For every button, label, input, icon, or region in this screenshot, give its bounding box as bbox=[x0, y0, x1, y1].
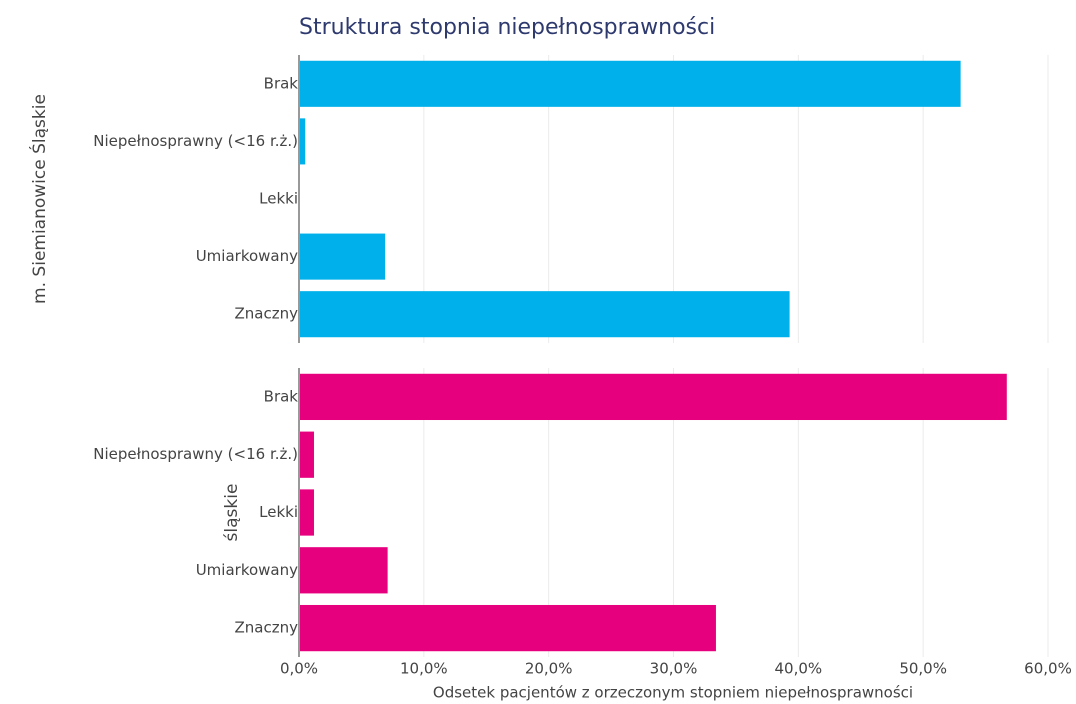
y-tick-label: Znaczny bbox=[235, 619, 299, 637]
bar bbox=[299, 233, 386, 280]
y-tick-label: Znaczny bbox=[235, 305, 299, 323]
y-tick-label: Umiarkowany bbox=[196, 247, 298, 265]
x-tick-label: 50,0% bbox=[899, 660, 947, 678]
x-tick-label: 10,0% bbox=[400, 660, 448, 678]
bar bbox=[299, 431, 314, 478]
y-tick-label: Niepełnosprawny (<16 r.ż.) bbox=[93, 445, 298, 463]
chart-title: Struktura stopnia niepełnosprawności bbox=[299, 15, 715, 40]
x-tick-label: 20,0% bbox=[525, 660, 573, 678]
bar bbox=[299, 373, 1007, 421]
bar bbox=[299, 291, 790, 338]
facet-label: m. Siemianowice Śląskie bbox=[28, 94, 50, 304]
bar bbox=[299, 547, 388, 594]
y-tick-label: Brak bbox=[264, 387, 299, 405]
y-tick-label: Brak bbox=[264, 74, 299, 92]
y-tick-label: Lekki bbox=[259, 503, 298, 521]
y-tick-label: Umiarkowany bbox=[196, 561, 298, 579]
bar bbox=[299, 604, 716, 652]
facet-label: śląskie bbox=[222, 484, 242, 542]
y-tick-label: Niepełnosprawny (<16 r.ż.) bbox=[93, 132, 298, 150]
bar bbox=[299, 118, 306, 165]
x-tick-label: 0,0% bbox=[280, 660, 318, 678]
y-tick-label: Lekki bbox=[259, 190, 298, 208]
x-tick-label: 30,0% bbox=[650, 660, 698, 678]
bar bbox=[299, 489, 314, 536]
x-axis-label: Odsetek pacjentów z orzeczonym stopniem … bbox=[433, 684, 913, 702]
bar bbox=[299, 60, 961, 107]
x-tick-label: 40,0% bbox=[775, 660, 823, 678]
x-tick-label: 60,0% bbox=[1024, 660, 1072, 678]
